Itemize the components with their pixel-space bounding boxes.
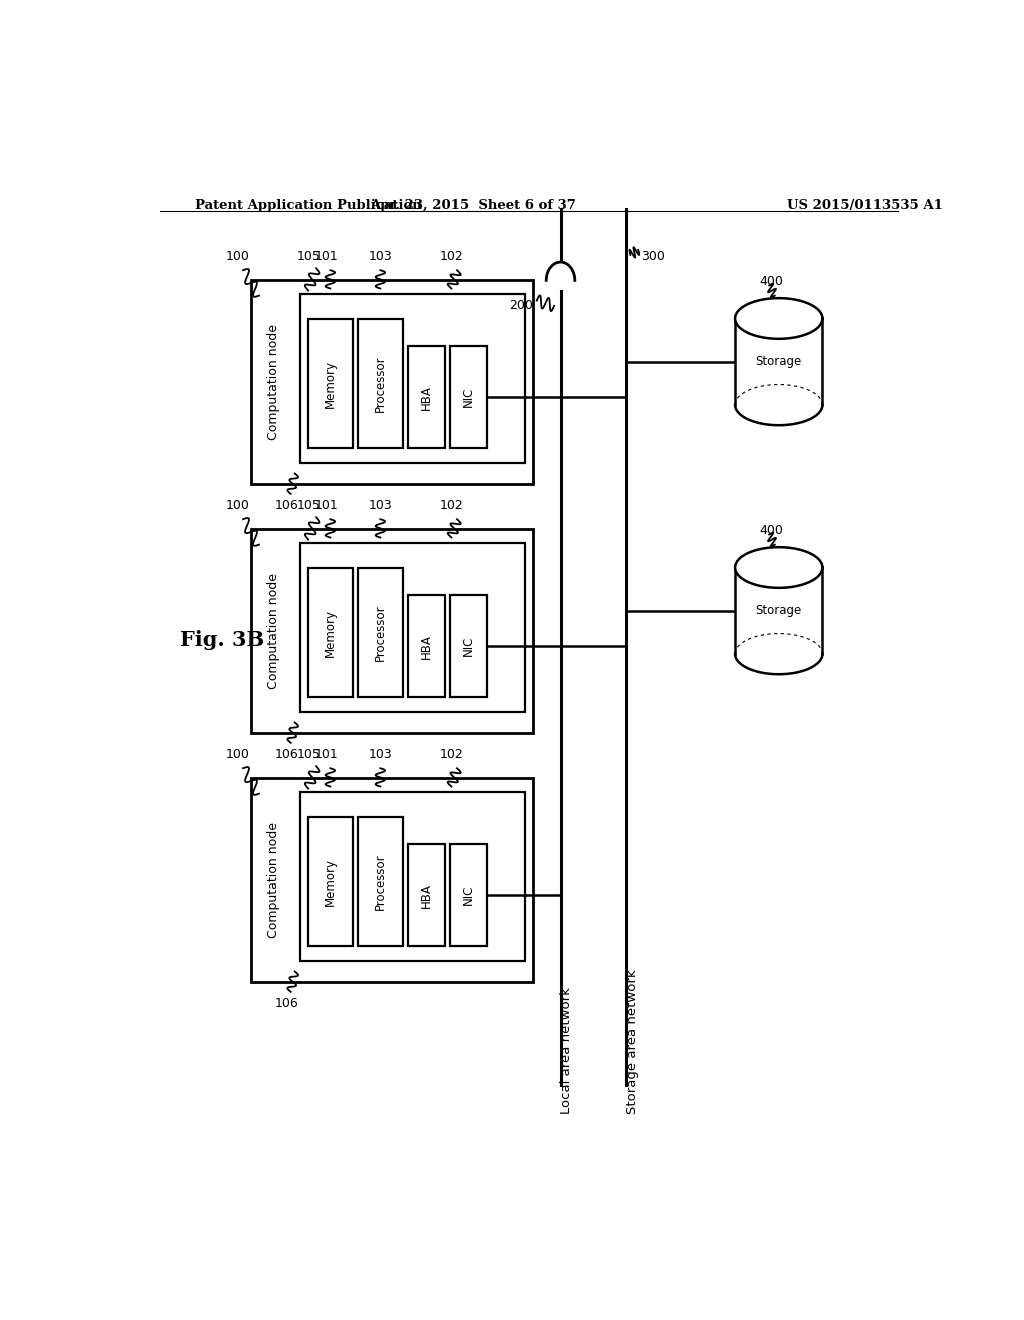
- Text: Memory: Memory: [324, 858, 337, 906]
- Text: Apr. 23, 2015  Sheet 6 of 37: Apr. 23, 2015 Sheet 6 of 37: [371, 199, 577, 213]
- FancyBboxPatch shape: [358, 319, 402, 447]
- Text: Memory: Memory: [324, 609, 337, 656]
- Text: 103: 103: [369, 748, 392, 762]
- Text: Storage area network: Storage area network: [627, 969, 639, 1114]
- Text: 300: 300: [641, 249, 665, 263]
- Text: NIC: NIC: [462, 636, 475, 656]
- FancyBboxPatch shape: [451, 845, 486, 946]
- Text: 100: 100: [225, 748, 250, 762]
- Text: Computation node: Computation node: [266, 573, 280, 689]
- FancyBboxPatch shape: [358, 568, 402, 697]
- FancyBboxPatch shape: [308, 568, 352, 697]
- Text: Processor: Processor: [374, 355, 387, 412]
- Text: 106: 106: [274, 748, 299, 762]
- FancyBboxPatch shape: [735, 568, 822, 653]
- FancyBboxPatch shape: [409, 845, 444, 946]
- FancyBboxPatch shape: [251, 529, 532, 733]
- FancyBboxPatch shape: [251, 779, 532, 982]
- FancyBboxPatch shape: [451, 595, 486, 697]
- FancyBboxPatch shape: [308, 817, 352, 946]
- Text: Storage: Storage: [756, 355, 802, 368]
- FancyBboxPatch shape: [308, 319, 352, 447]
- Text: 106: 106: [274, 997, 299, 1010]
- Text: 105: 105: [296, 499, 321, 512]
- Text: NIC: NIC: [462, 387, 475, 408]
- Text: 105: 105: [296, 249, 321, 263]
- Text: Patent Application Publication: Patent Application Publication: [196, 199, 422, 213]
- Text: Computation node: Computation node: [266, 822, 280, 939]
- FancyBboxPatch shape: [251, 280, 532, 483]
- Text: 102: 102: [439, 249, 463, 263]
- FancyBboxPatch shape: [358, 817, 402, 946]
- FancyBboxPatch shape: [735, 318, 822, 405]
- FancyBboxPatch shape: [409, 595, 444, 697]
- Text: 100: 100: [225, 249, 250, 263]
- FancyBboxPatch shape: [300, 792, 524, 961]
- Text: Fig. 3B: Fig. 3B: [179, 630, 264, 651]
- Text: HBA: HBA: [420, 634, 433, 659]
- Polygon shape: [735, 548, 822, 587]
- Text: NIC: NIC: [462, 884, 475, 906]
- Text: Computation node: Computation node: [266, 323, 280, 440]
- Text: 101: 101: [314, 748, 338, 762]
- Text: HBA: HBA: [420, 883, 433, 908]
- Text: HBA: HBA: [420, 384, 433, 409]
- Text: 400: 400: [759, 276, 782, 289]
- Text: Processor: Processor: [374, 853, 387, 909]
- Text: 103: 103: [369, 499, 392, 512]
- FancyBboxPatch shape: [300, 293, 524, 463]
- Text: 200: 200: [509, 298, 532, 312]
- Text: 102: 102: [439, 499, 463, 512]
- FancyBboxPatch shape: [409, 346, 444, 447]
- FancyBboxPatch shape: [300, 543, 524, 713]
- Text: 100: 100: [225, 499, 250, 512]
- Text: Storage: Storage: [756, 605, 802, 618]
- Text: 101: 101: [314, 249, 338, 263]
- Text: 102: 102: [439, 748, 463, 762]
- Text: 400: 400: [759, 524, 782, 537]
- Text: 105: 105: [296, 748, 321, 762]
- Text: Processor: Processor: [374, 605, 387, 661]
- Text: 101: 101: [314, 499, 338, 512]
- Text: 106: 106: [274, 499, 299, 512]
- Text: 103: 103: [369, 249, 392, 263]
- FancyBboxPatch shape: [451, 346, 486, 447]
- Text: Local area network: Local area network: [560, 987, 573, 1114]
- Polygon shape: [735, 298, 822, 339]
- Text: US 2015/0113535 A1: US 2015/0113535 A1: [786, 199, 942, 213]
- Text: Memory: Memory: [324, 359, 337, 408]
